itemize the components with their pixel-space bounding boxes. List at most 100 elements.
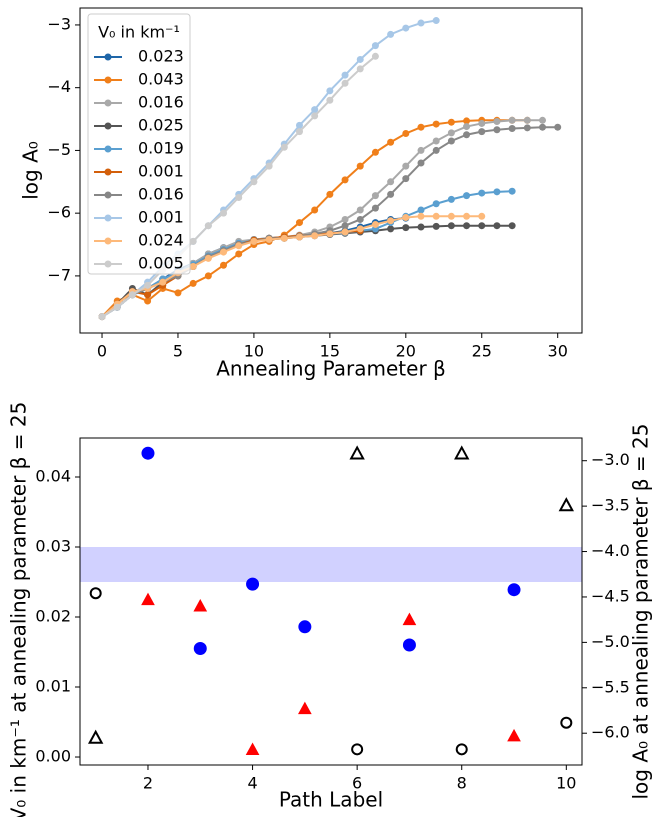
point (447, 118, 455, 126)
point (326, 96, 334, 104)
circle-point (455, 743, 468, 756)
legend-label: 0.001 (138, 162, 184, 181)
point (508, 187, 516, 195)
point (402, 24, 410, 32)
point (265, 162, 273, 170)
triangle-point (88, 729, 104, 744)
legend-label: 0.005 (138, 254, 184, 273)
point (432, 222, 440, 230)
x-tick-label: 5 (173, 342, 183, 361)
x-tick-label: 25 (472, 342, 492, 361)
point (295, 219, 303, 227)
legend-marker (104, 260, 112, 268)
point (387, 138, 395, 146)
triangle-point (507, 728, 521, 742)
y2-tick-label: −4.5 (591, 586, 630, 605)
x-tick-label: 15 (320, 342, 340, 361)
point (98, 313, 106, 321)
x-tick-label: 10 (556, 774, 576, 793)
point (417, 146, 425, 154)
point (341, 228, 349, 236)
point (478, 212, 486, 220)
point (432, 212, 440, 220)
y2-tick-label: −3.5 (591, 496, 630, 515)
legend-marker (104, 53, 112, 61)
point (493, 118, 501, 126)
point (402, 214, 410, 222)
x-axis-label: Path Label (279, 788, 383, 812)
point (204, 222, 212, 230)
point (371, 42, 379, 50)
point (463, 192, 471, 200)
legend-label: 0.019 (138, 139, 184, 158)
legend-marker (104, 168, 112, 176)
triangle-point (245, 742, 260, 756)
point (341, 215, 349, 223)
point (402, 162, 410, 170)
point (311, 106, 319, 114)
y-tick-label: 0.03 (35, 537, 71, 556)
plot-frame (79, 7, 583, 334)
legend-label: 0.001 (138, 208, 184, 227)
point (508, 124, 516, 132)
point (371, 204, 379, 212)
plot-frame (79, 437, 583, 766)
point (356, 215, 364, 223)
point (235, 242, 243, 250)
point (295, 128, 303, 136)
point (371, 52, 379, 60)
point (417, 212, 425, 220)
y2-tick-label: −5.5 (591, 677, 630, 696)
legend-marker (104, 145, 112, 153)
point (402, 224, 410, 232)
legend-marker (104, 191, 112, 199)
y-axis-label: log A₀ (19, 141, 43, 200)
point (463, 123, 471, 131)
point (235, 250, 243, 258)
legend-marker (104, 214, 112, 222)
point (447, 222, 455, 230)
point (371, 220, 379, 228)
triangle-point (402, 612, 417, 626)
x-tick-label: 10 (244, 342, 264, 361)
y2-tick-label: −3.0 (591, 450, 630, 469)
point (523, 116, 531, 124)
point (356, 65, 364, 73)
legend-marker (104, 99, 112, 107)
point (311, 206, 319, 214)
point (539, 123, 547, 131)
point (326, 230, 334, 238)
y-tick-label: −7 (47, 265, 71, 284)
legend-label: 0.025 (138, 116, 184, 135)
point (280, 234, 288, 242)
x-tick-label: 20 (396, 342, 416, 361)
triangle-point (141, 592, 155, 606)
y-axis-label: V₀ in km⁻¹ at annealing parameter β = 25 (7, 402, 31, 817)
point (311, 232, 319, 240)
point (341, 79, 349, 87)
point (478, 119, 486, 127)
legend-title: V₀ in km⁻¹ (98, 23, 180, 42)
point (189, 279, 197, 287)
y-tick-label: −5 (47, 140, 71, 159)
y-tick-label: −3 (47, 14, 71, 33)
y-tick-label: 0.04 (35, 466, 71, 485)
circle-point (89, 587, 102, 600)
triangle-point (349, 445, 365, 460)
triangle-point (558, 497, 574, 512)
circle-point (141, 446, 155, 460)
y-tick-label: −4 (47, 77, 71, 96)
point (432, 146, 440, 154)
point (204, 254, 212, 262)
point (447, 137, 455, 145)
x-tick-label: 8 (457, 774, 467, 793)
point (447, 129, 455, 137)
point (189, 262, 197, 270)
point (432, 120, 440, 128)
point (523, 124, 531, 132)
y2-tick-label: −5.0 (591, 632, 630, 651)
triangle-point (193, 598, 208, 612)
point (311, 112, 319, 120)
point (341, 71, 349, 79)
